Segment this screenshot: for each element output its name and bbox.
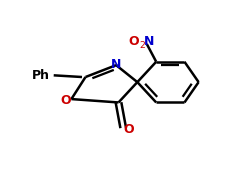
Text: O: O — [128, 35, 139, 48]
Text: Ph: Ph — [32, 69, 50, 82]
Text: O: O — [60, 94, 71, 107]
Text: 2: 2 — [139, 41, 145, 50]
Text: N: N — [144, 35, 154, 48]
Text: O: O — [124, 123, 134, 136]
Text: N: N — [111, 58, 121, 71]
